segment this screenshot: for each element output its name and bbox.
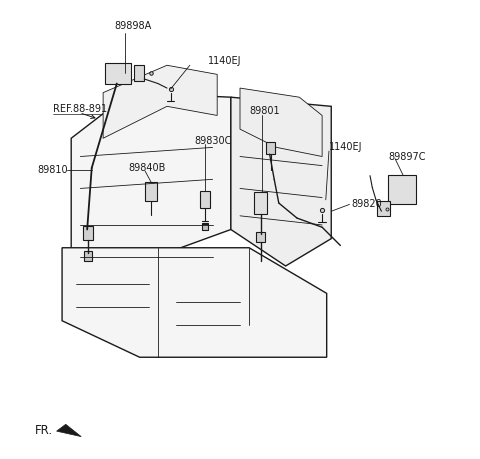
Polygon shape (231, 97, 331, 266)
Bar (145, 182, 157, 201)
Text: 89801: 89801 (249, 106, 280, 116)
Bar (106, 63, 131, 84)
Polygon shape (57, 424, 81, 437)
Bar (256, 232, 264, 242)
Text: 89830C: 89830C (194, 135, 232, 146)
Bar (254, 192, 267, 213)
Text: 89898A: 89898A (114, 22, 151, 32)
Polygon shape (71, 93, 231, 266)
Bar (202, 223, 208, 230)
Polygon shape (62, 248, 327, 357)
Bar (266, 142, 275, 154)
Text: 1140EJ: 1140EJ (329, 142, 362, 152)
Bar (83, 226, 93, 240)
Polygon shape (240, 88, 322, 157)
Text: 89810: 89810 (37, 165, 68, 175)
Bar (377, 201, 390, 216)
Text: 1140EJ: 1140EJ (208, 56, 241, 66)
Text: REF.88-891: REF.88-891 (53, 104, 107, 113)
Text: 89820: 89820 (352, 199, 383, 209)
Bar (200, 191, 210, 207)
Polygon shape (103, 65, 217, 138)
Bar (84, 252, 92, 261)
Text: FR.: FR. (35, 424, 53, 437)
Bar (134, 65, 144, 81)
Text: 89897C: 89897C (388, 151, 426, 162)
Text: 89840B: 89840B (128, 163, 166, 173)
Bar (388, 175, 416, 204)
